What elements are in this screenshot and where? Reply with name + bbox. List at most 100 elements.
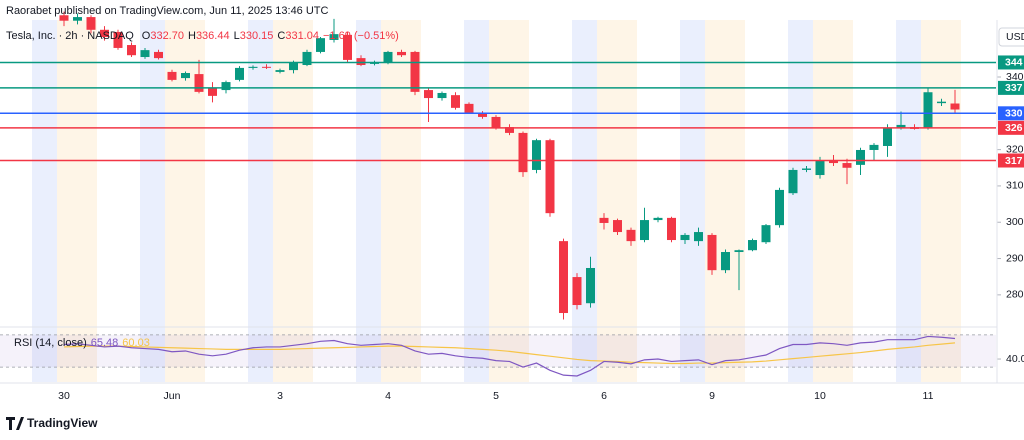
session-stripe bbox=[597, 20, 637, 382]
ohlc-value: 336.44 bbox=[196, 30, 230, 42]
candle-body bbox=[248, 66, 258, 68]
candle-body bbox=[937, 101, 946, 104]
candle-body bbox=[343, 34, 352, 60]
candle-body bbox=[275, 70, 285, 72]
candle-body bbox=[856, 149, 865, 165]
candle-body bbox=[302, 51, 312, 66]
rsi-legend: RSI (14, close) 65.48 60.03 bbox=[14, 337, 150, 349]
x-tick-label: 6 bbox=[601, 390, 607, 402]
candle-body bbox=[815, 160, 825, 176]
session-stripe bbox=[680, 20, 705, 382]
candle-body bbox=[883, 127, 892, 146]
rsi-line bbox=[63, 335, 956, 377]
level-label-box bbox=[998, 120, 1024, 135]
ohlc-label: C bbox=[277, 30, 285, 42]
x-tick-label: 3 bbox=[277, 390, 283, 402]
ohlc-label: H bbox=[188, 30, 196, 42]
candle-body bbox=[154, 51, 163, 59]
candle-body bbox=[923, 92, 933, 128]
level-label: 317 bbox=[1005, 155, 1023, 167]
ohlc-label: L bbox=[234, 30, 240, 42]
candle-body bbox=[788, 169, 798, 194]
change: −1.69 (−0.51%) bbox=[323, 30, 399, 42]
symbol-legend: Tesla, Inc. · 2h · NASDAQ O332.70 H336.44 L… bbox=[6, 30, 399, 42]
x-tick-label: 9 bbox=[709, 390, 715, 402]
candle-body bbox=[599, 217, 609, 223]
candle-body bbox=[181, 72, 190, 79]
candle-body bbox=[464, 103, 474, 113]
publisher: Raorabet published on TradingView.com, J… bbox=[6, 5, 329, 17]
session-stripe bbox=[356, 20, 381, 382]
session-stripe bbox=[273, 20, 313, 382]
session-stripe bbox=[57, 20, 97, 382]
session-stripe bbox=[32, 20, 57, 382]
logo bbox=[6, 417, 24, 430]
session-stripe bbox=[896, 20, 921, 382]
candle-body bbox=[451, 95, 460, 108]
x-tick-label: 10 bbox=[814, 390, 826, 402]
candle-body bbox=[140, 50, 150, 58]
candle-body bbox=[734, 250, 744, 253]
y-tick-label: 310 bbox=[1006, 180, 1024, 192]
price-pane bbox=[0, 11, 996, 320]
candle-body bbox=[329, 34, 339, 40]
level-label: 330 bbox=[1005, 108, 1023, 120]
ohlc-value: 330.15 bbox=[240, 30, 274, 42]
candle-body bbox=[559, 241, 568, 314]
y-tick-label: 340 bbox=[1006, 71, 1024, 83]
candle-body bbox=[113, 31, 123, 48]
x-tick-label: 11 bbox=[923, 390, 934, 402]
rsi-y-tick-label: 40.00 bbox=[1006, 353, 1024, 365]
ohlc-value: 332.70 bbox=[150, 30, 184, 42]
candle-body bbox=[262, 66, 271, 68]
candle-body bbox=[748, 240, 757, 251]
candle-body bbox=[73, 17, 82, 21]
candle-body bbox=[707, 234, 717, 271]
candle-body bbox=[356, 58, 366, 66]
rsi-ma-line bbox=[63, 342, 956, 365]
rsi-pane bbox=[0, 334, 996, 377]
level-label: 344 bbox=[1005, 57, 1023, 69]
candle-body bbox=[221, 82, 231, 91]
candle-body bbox=[653, 217, 663, 221]
candle-body bbox=[208, 87, 217, 96]
candle-body bbox=[397, 51, 406, 56]
candle-body bbox=[424, 90, 433, 99]
candle-body bbox=[694, 232, 703, 242]
candle-body bbox=[775, 189, 784, 226]
candle-body bbox=[316, 38, 325, 52]
candle-body bbox=[505, 127, 514, 133]
candle-body bbox=[491, 116, 501, 128]
symbol-title: Tesla, Inc. · 2h · NASDAQ bbox=[6, 30, 134, 42]
candle-body bbox=[437, 92, 447, 99]
brand: TradingView bbox=[27, 416, 98, 430]
candle-body bbox=[194, 74, 204, 92]
candle-body bbox=[626, 229, 636, 242]
candle-body bbox=[383, 51, 393, 63]
y-tick-label: 290 bbox=[1006, 252, 1024, 264]
session-stripe bbox=[489, 20, 529, 382]
candle-body bbox=[235, 67, 244, 80]
candle-body bbox=[829, 160, 838, 164]
level-label: 326 bbox=[1005, 122, 1023, 134]
candle-body bbox=[680, 234, 690, 241]
x-tick-label: Jun bbox=[164, 390, 181, 402]
level-label-box bbox=[998, 106, 1024, 121]
candle-body bbox=[761, 225, 771, 243]
candle-body bbox=[896, 124, 906, 128]
currency-box[interactable] bbox=[998, 27, 1024, 47]
x-tick-label: 4 bbox=[385, 390, 391, 402]
session-stripe bbox=[464, 20, 489, 382]
rsi-value: 65.48 bbox=[91, 337, 119, 349]
session-stripe bbox=[140, 20, 165, 382]
session-stripe bbox=[248, 20, 273, 382]
candle-body bbox=[532, 140, 541, 170]
candle-body bbox=[545, 140, 555, 214]
candle-body bbox=[518, 132, 528, 173]
candle-body bbox=[59, 15, 69, 21]
rsi-title: RSI (14, close) bbox=[14, 337, 87, 349]
ohlc-value: 331.04 bbox=[285, 30, 319, 42]
session-stripe bbox=[921, 20, 961, 382]
ohlc-label: O bbox=[142, 30, 151, 42]
candle-body bbox=[802, 168, 811, 170]
